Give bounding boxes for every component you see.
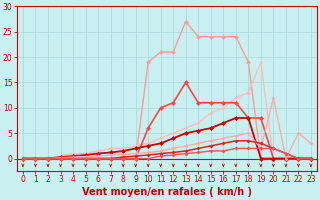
X-axis label: Vent moyen/en rafales ( km/h ): Vent moyen/en rafales ( km/h )	[82, 187, 252, 197]
